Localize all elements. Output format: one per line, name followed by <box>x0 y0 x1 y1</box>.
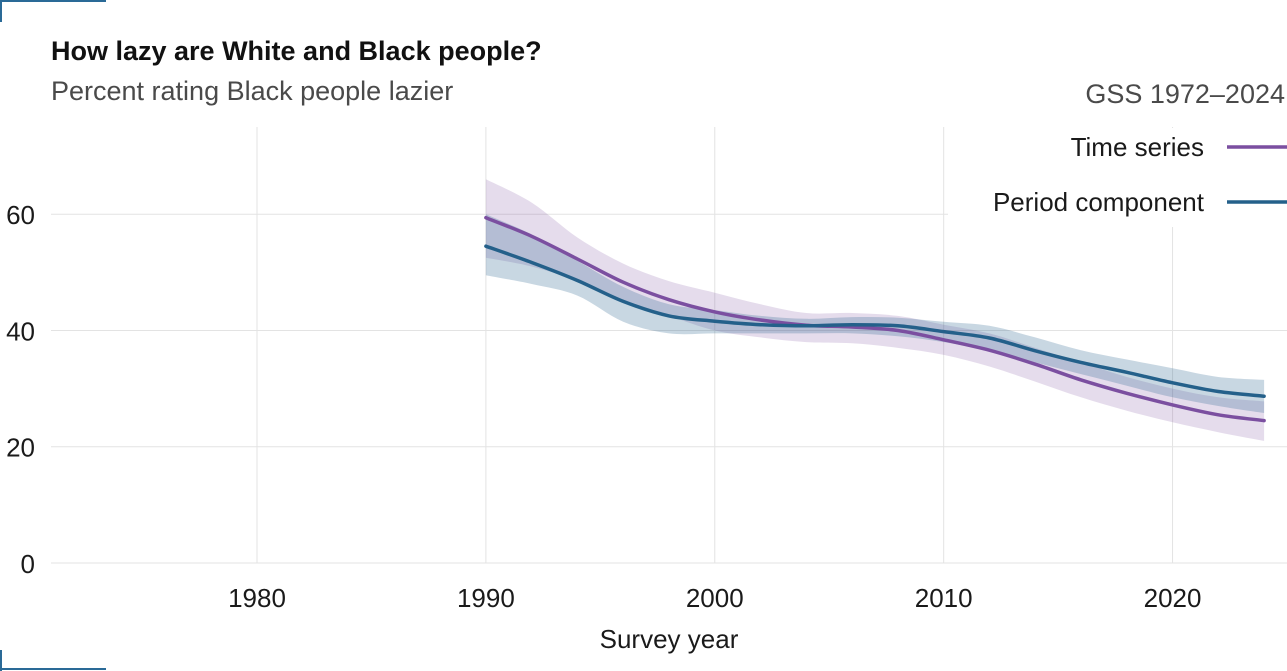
legend-label-time-series: Time series <box>1071 132 1204 162</box>
chart-subtitle: Percent rating Black people lazier <box>51 76 454 106</box>
corner-mark-bottom-horizontal <box>0 668 106 670</box>
series-line-time-series <box>484 215 1266 423</box>
y-tick-label-20: 20 <box>6 433 35 463</box>
x-tick-label-1990: 1990 <box>457 583 515 613</box>
legend-background <box>948 128 1287 227</box>
x-tick-label-2020: 2020 <box>1144 583 1202 613</box>
confidence-band-period-component <box>485 214 1265 413</box>
x-tick-label-2010: 2010 <box>915 583 973 613</box>
y-tick-label-60: 60 <box>6 200 35 230</box>
y-tick-label-0: 0 <box>21 549 35 579</box>
corner-mark-top-vertical <box>0 0 2 22</box>
x-axis-label: Survey year <box>600 624 739 654</box>
series-line-period-component <box>484 244 1266 398</box>
corner-mark-bottom-vertical <box>0 650 2 671</box>
y-tick-label-40: 40 <box>6 316 35 346</box>
legend-label-period-component: Period component <box>993 187 1205 217</box>
corner-mark-top-horizontal <box>0 0 106 2</box>
chart-title: How lazy are White and Black people? <box>51 36 542 66</box>
x-tick-label-1980: 1980 <box>228 583 286 613</box>
chart-source-label: GSS 1972–2024 <box>1085 79 1285 109</box>
x-tick-label-2000: 2000 <box>686 583 744 613</box>
